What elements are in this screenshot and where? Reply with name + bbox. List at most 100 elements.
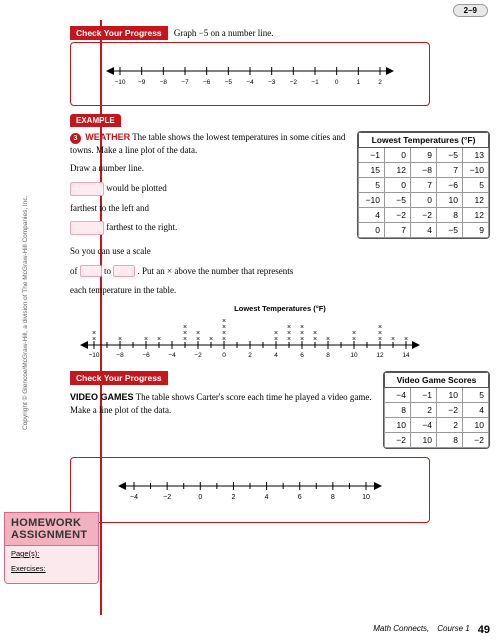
table-cell: 0: [385, 148, 411, 163]
svg-text:×: ×: [404, 336, 408, 343]
blank-scale-from[interactable]: [80, 265, 102, 277]
svg-text:−1: −1: [311, 79, 319, 86]
blank-max[interactable]: [70, 221, 104, 235]
svg-text:4: 4: [274, 352, 278, 359]
main-content: Check Your Progress Graph −5 on a number…: [70, 8, 490, 523]
cyp-2-topic: VIDEO GAMES: [70, 392, 134, 402]
svg-text:×: ×: [222, 330, 226, 337]
temps-title: Lowest Temperatures (°F): [359, 133, 489, 148]
table-cell: 5: [463, 178, 489, 193]
example-topic: WEATHER: [85, 132, 130, 142]
table-cell: 7: [437, 163, 463, 178]
scale-a: So you can use a scale: [70, 245, 490, 259]
step-draw: Draw a number line.: [70, 162, 349, 176]
table-cell: 10: [385, 417, 411, 432]
svg-text:−6: −6: [142, 352, 150, 359]
svg-text:×: ×: [157, 336, 161, 343]
svg-text:×: ×: [352, 336, 356, 343]
scores-table: Video Game Scores −4−110582−2410−4210−21…: [383, 371, 490, 449]
svg-text:×: ×: [92, 336, 96, 343]
svg-text:×: ×: [222, 324, 226, 331]
table-cell: 0: [385, 178, 411, 193]
svg-text:×: ×: [300, 336, 304, 343]
svg-text:×: ×: [391, 336, 395, 343]
table-cell: 9: [411, 148, 437, 163]
table-cell: −10: [359, 193, 385, 208]
svg-text:×: ×: [313, 330, 317, 337]
example-number: 3: [70, 133, 81, 144]
svg-text:×: ×: [378, 324, 382, 331]
svg-text:×: ×: [326, 336, 330, 343]
svg-text:−9: −9: [138, 79, 146, 86]
blank2-after: farthest to the right.: [106, 222, 177, 232]
svg-text:−8: −8: [160, 79, 168, 86]
svg-text:×: ×: [144, 336, 148, 343]
footer-book: Math Connects,: [373, 624, 429, 636]
svg-text:×: ×: [222, 318, 226, 325]
table-cell: 2: [437, 417, 463, 432]
table-cell: −4: [411, 417, 437, 432]
temps-table: Lowest Temperatures (°F) −109−5131512−87…: [357, 131, 490, 239]
cyp-badge: Check Your Progress: [70, 26, 168, 40]
svg-text:−2: −2: [290, 79, 298, 86]
table-cell: 7: [411, 178, 437, 193]
svg-text:×: ×: [313, 336, 317, 343]
svg-text:10: 10: [350, 352, 358, 359]
svg-text:×: ×: [118, 336, 122, 343]
svg-text:×: ×: [287, 336, 291, 343]
svg-text:−8: −8: [116, 352, 124, 359]
hw-pages: Page(s):: [11, 549, 92, 558]
table-cell: 15: [359, 163, 385, 178]
svg-text:−4: −4: [130, 494, 138, 501]
lineplot-title: Lowest Temperatures (°F): [70, 304, 490, 313]
table-cell: −2: [385, 432, 411, 447]
svg-text:6: 6: [298, 494, 302, 501]
svg-text:−7: −7: [181, 79, 189, 86]
example-badge: EXAMPLE: [70, 114, 121, 127]
svg-text:1: 1: [357, 79, 361, 86]
svg-text:×: ×: [378, 336, 382, 343]
blank-scale-to[interactable]: [113, 265, 135, 277]
svg-text:2: 2: [378, 79, 382, 86]
svg-text:−2: −2: [163, 494, 171, 501]
svg-text:−5: −5: [225, 79, 233, 86]
table-cell: −2: [463, 432, 489, 447]
table-cell: −2: [411, 208, 437, 223]
hw-t1: HOMEWORK: [11, 517, 92, 529]
svg-text:2: 2: [231, 494, 235, 501]
table-cell: 4: [463, 402, 489, 417]
svg-text:12: 12: [376, 352, 384, 359]
svg-text:×: ×: [196, 336, 200, 343]
cyp-2-box: −4−20246810: [70, 457, 430, 523]
hw-ex: Exercises:: [11, 564, 92, 573]
svg-text:8: 8: [331, 494, 335, 501]
footer-course: Course 1: [437, 624, 469, 636]
table-cell: −1: [359, 148, 385, 163]
svg-text:6: 6: [300, 352, 304, 359]
scale-b: of: [70, 266, 78, 276]
table-cell: 10: [437, 387, 463, 402]
svg-text:×: ×: [352, 330, 356, 337]
hw-t2: ASSIGNMENT: [11, 529, 92, 541]
table-cell: 5: [359, 178, 385, 193]
svg-text:8: 8: [326, 352, 330, 359]
table-cell: −5: [437, 148, 463, 163]
blank-min[interactable]: [70, 182, 104, 196]
svg-text:−6: −6: [203, 79, 211, 86]
svg-text:0: 0: [198, 494, 202, 501]
svg-text:×: ×: [196, 330, 200, 337]
table-cell: −1: [411, 387, 437, 402]
table-cell: −10: [463, 163, 489, 178]
table-cell: 12: [385, 163, 411, 178]
svg-text:−2: −2: [194, 352, 202, 359]
table-cell: −5: [385, 193, 411, 208]
svg-text:×: ×: [222, 336, 226, 343]
svg-text:−3: −3: [268, 79, 276, 86]
cyp-1-box: −10−9−8−7−6−5−4−3−2−1012: [70, 42, 430, 106]
table-cell: 0: [359, 223, 385, 238]
footer-page: 49: [478, 624, 490, 636]
scale-d: . Put an × above the number that represe…: [138, 266, 294, 276]
homework-tab: HOMEWORK ASSIGNMENT Page(s): Exercises:: [4, 512, 99, 584]
table-cell: −2: [385, 208, 411, 223]
scale-e: each temperature in the table.: [70, 284, 490, 298]
